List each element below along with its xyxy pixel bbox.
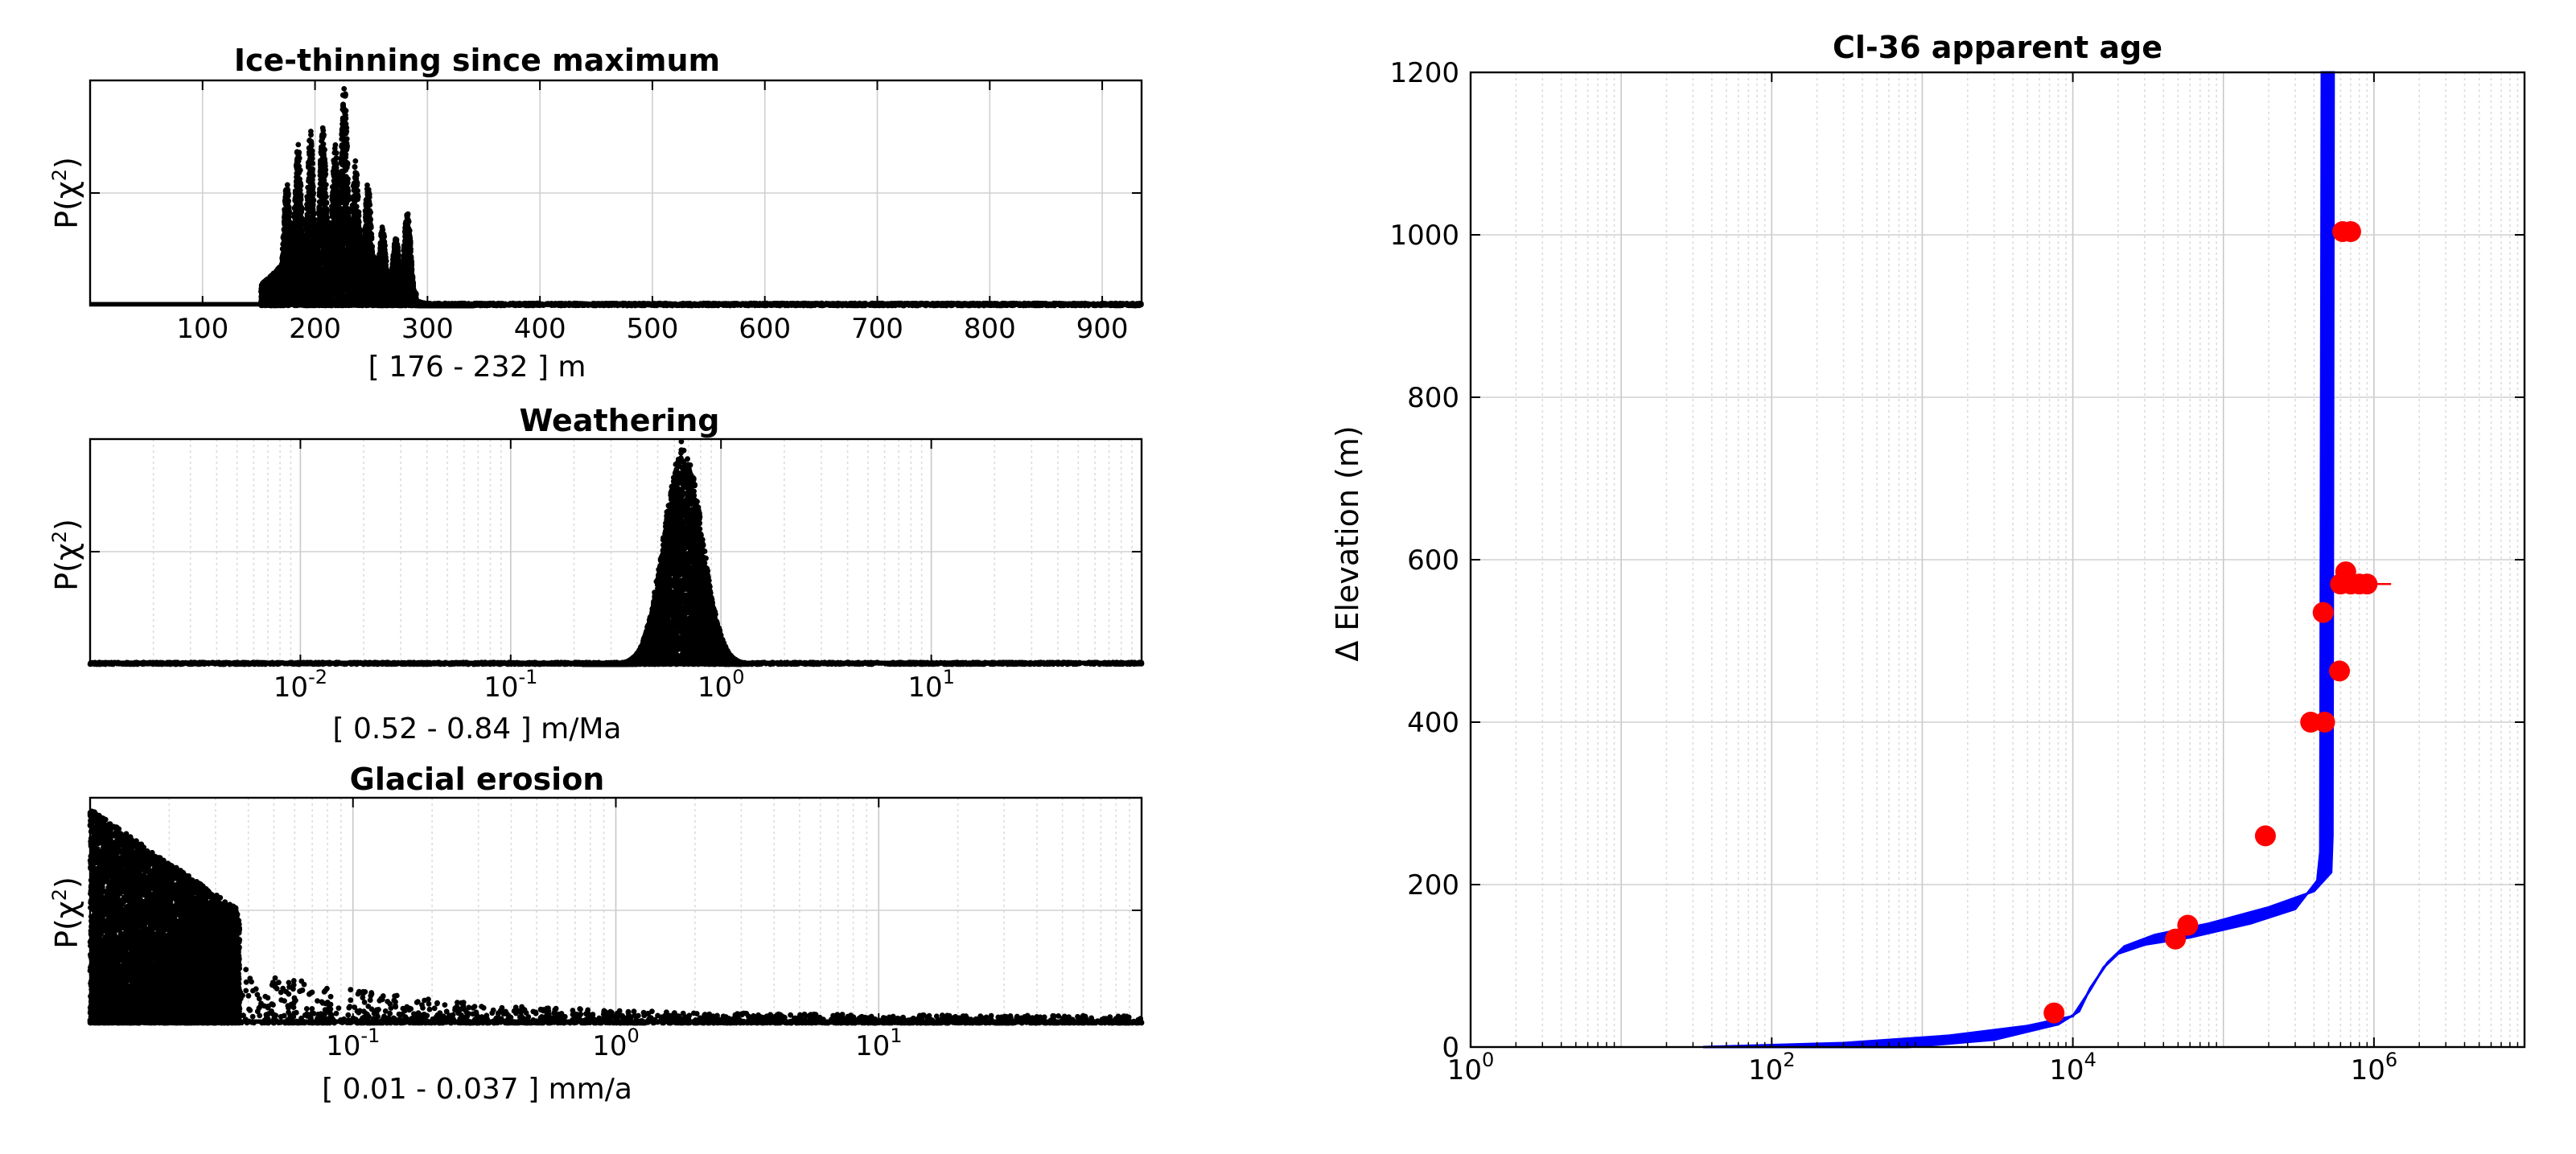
- ice-thinning-grid: [90, 80, 1142, 306]
- sample-point: [295, 142, 302, 148]
- ice-thinning-title: Ice-thinning since maximum: [234, 43, 720, 78]
- sample-point: [284, 182, 290, 188]
- ice-thinning-points: [90, 86, 1144, 309]
- sample-point: [352, 164, 358, 170]
- ice-thinning-panel: Ice-thinning since maximum 100 200 300 400 5…: [48, 43, 1144, 384]
